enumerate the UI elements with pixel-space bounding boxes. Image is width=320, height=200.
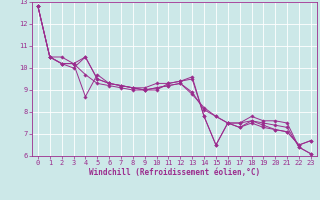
X-axis label: Windchill (Refroidissement éolien,°C): Windchill (Refroidissement éolien,°C) (89, 168, 260, 177)
